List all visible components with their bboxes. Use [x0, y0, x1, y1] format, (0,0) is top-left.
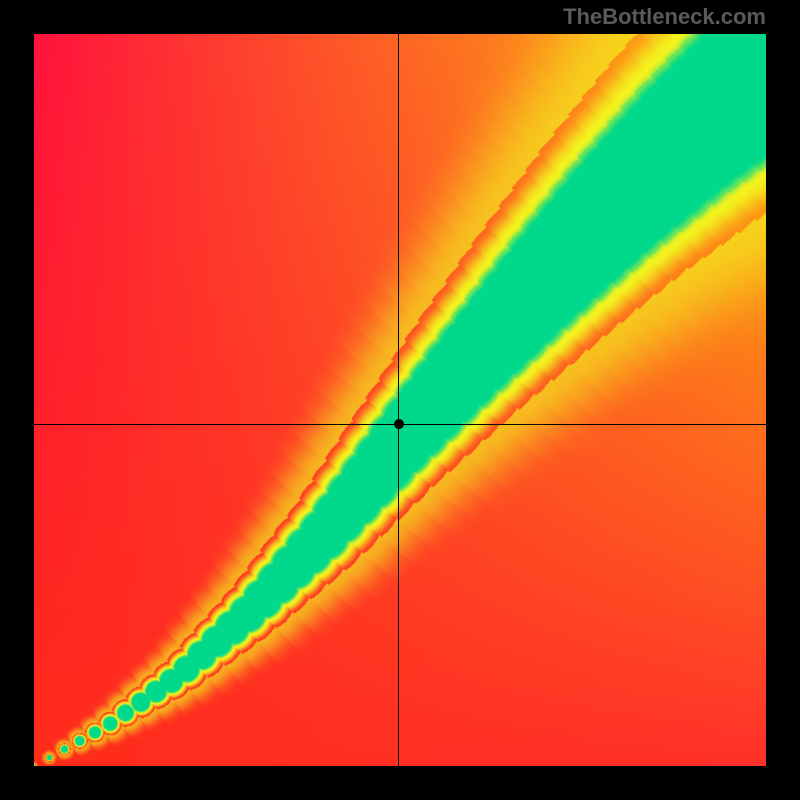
crosshair-vertical — [398, 34, 399, 766]
heatmap-canvas — [34, 34, 766, 766]
watermark-text: TheBottleneck.com — [563, 4, 766, 30]
plot-area — [34, 34, 766, 766]
crosshair-dot — [394, 419, 404, 429]
